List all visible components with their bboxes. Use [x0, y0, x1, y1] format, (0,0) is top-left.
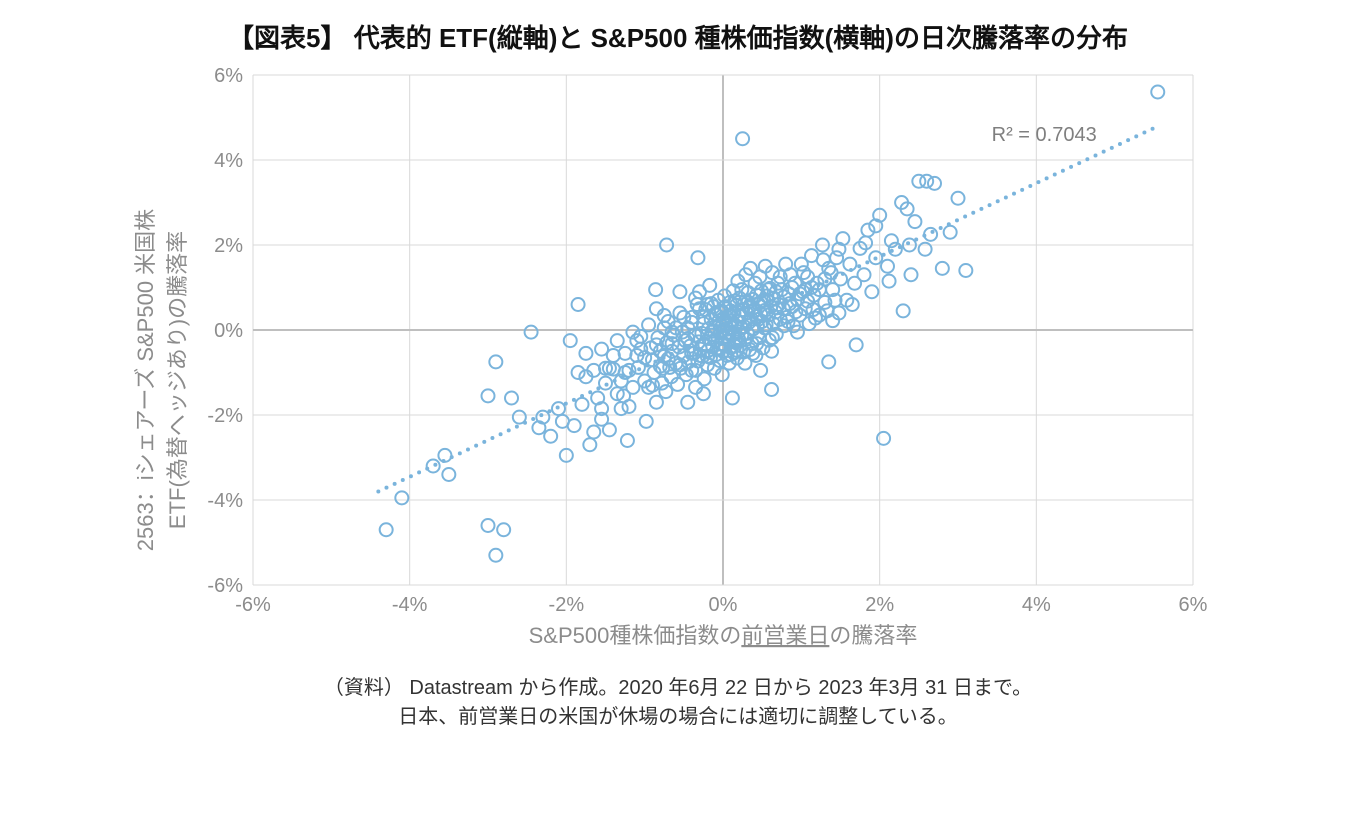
- data-point: [640, 415, 653, 428]
- data-point: [650, 396, 663, 409]
- data-point: [489, 549, 502, 562]
- data-point: [497, 523, 510, 536]
- data-point: [897, 304, 910, 317]
- data-point: [924, 228, 937, 241]
- data-point: [587, 426, 600, 439]
- data-point: [944, 226, 957, 239]
- data-point: [861, 224, 874, 237]
- data-point: [572, 366, 585, 379]
- data-point: [442, 468, 455, 481]
- data-point: [482, 389, 495, 402]
- data-point: [603, 423, 616, 436]
- data-point: [646, 379, 659, 392]
- data-point: [850, 338, 863, 351]
- x-tick-label: -2%: [549, 594, 585, 616]
- data-point: [936, 262, 949, 275]
- data-point: [908, 215, 921, 228]
- data-point: [650, 302, 663, 315]
- data-point: [928, 177, 941, 190]
- data-point: [380, 523, 393, 536]
- data-point: [564, 334, 577, 347]
- data-point: [905, 268, 918, 281]
- data-point: [525, 326, 538, 339]
- y-axis-label-line2: ETF(為替ヘッジあり)の騰落率: [160, 170, 192, 590]
- data-point: [681, 396, 694, 409]
- data-point: [703, 279, 716, 292]
- x-tick-label: 2%: [865, 594, 894, 616]
- chart-title: 【図表5】 代表的 ETF(縦軸)と S&P500 種株価指数(横軸)の日次騰落…: [0, 18, 1356, 55]
- scatter-points: [380, 86, 1165, 562]
- y-tick-label: -6%: [207, 575, 243, 597]
- source-footer: （資料） Datastream から作成。2020 年6月 22 日から 202…: [0, 671, 1356, 729]
- data-point: [513, 411, 526, 424]
- data-point: [1151, 86, 1164, 99]
- data-point: [576, 398, 589, 411]
- data-point: [505, 392, 518, 405]
- x-tick-label: -4%: [392, 594, 428, 616]
- data-point: [544, 430, 557, 443]
- y-tick-label: 6%: [214, 65, 243, 87]
- x-tick-label: -6%: [235, 594, 271, 616]
- x-tick-label: 0%: [709, 594, 738, 616]
- data-point: [830, 251, 843, 264]
- data-point: [736, 132, 749, 145]
- data-point: [952, 192, 965, 205]
- data-point: [595, 343, 608, 356]
- data-point: [858, 268, 871, 281]
- data-point: [583, 438, 596, 451]
- data-point: [883, 275, 896, 288]
- data-point: [726, 392, 739, 405]
- data-point: [822, 355, 835, 368]
- source-footer-line1: （資料） Datastream から作成。2020 年6月 22 日から 202…: [0, 671, 1356, 700]
- source-footer-line2: 日本、前営業日の米国が休場の場合には適切に調整している。: [0, 700, 1356, 729]
- x-tick-label: 6%: [1179, 594, 1208, 616]
- data-point: [765, 383, 778, 396]
- data-point: [611, 334, 624, 347]
- x-tick-label: 4%: [1022, 594, 1051, 616]
- data-point: [579, 347, 592, 360]
- y-tick-label: 2%: [214, 235, 243, 257]
- y-tick-label: -4%: [207, 490, 243, 512]
- y-tick-label: 4%: [214, 150, 243, 172]
- data-point: [395, 491, 408, 504]
- y-axis-label: 2563：iシェアーズ S&P500 米国株 ETF(為替ヘッジあり)の騰落率: [128, 170, 192, 590]
- data-point: [691, 251, 704, 264]
- data-point: [568, 419, 581, 432]
- data-point: [673, 285, 686, 298]
- data-point: [881, 260, 894, 273]
- data-point: [621, 434, 634, 447]
- data-point: [482, 519, 495, 532]
- data-point: [754, 364, 767, 377]
- data-point: [649, 283, 662, 296]
- data-point: [865, 285, 878, 298]
- data-point: [615, 402, 628, 415]
- y-axis-label-line1: 2563：iシェアーズ S&P500 米国株: [128, 170, 160, 590]
- x-axis-label: S&P500種株価指数の前営業日の騰落率: [529, 623, 918, 648]
- data-point: [877, 432, 890, 445]
- data-point: [572, 298, 585, 311]
- data-point: [959, 264, 972, 277]
- data-point: [619, 347, 632, 360]
- data-point: [766, 331, 779, 344]
- y-tick-label: -2%: [207, 405, 243, 427]
- data-point: [489, 355, 502, 368]
- scatter-chart: -6% -4% -2% 0% 2% 4% 6% -6% -4% -2% 0% 2% 4% 6% R² = 0…: [133, 55, 1223, 665]
- data-point: [427, 460, 440, 473]
- r-squared-label: R² = 0.7043: [992, 124, 1097, 146]
- y-tick-label: 0%: [214, 320, 243, 342]
